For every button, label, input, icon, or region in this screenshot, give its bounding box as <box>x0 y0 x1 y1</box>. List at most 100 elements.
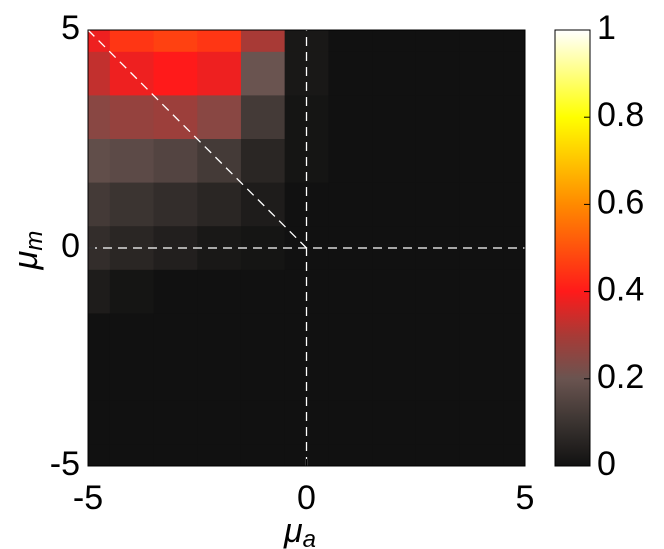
cell <box>197 51 242 96</box>
cell <box>153 182 198 227</box>
cell <box>88 357 111 402</box>
cell <box>503 139 525 184</box>
cell <box>284 444 329 466</box>
cell <box>88 51 111 96</box>
cell <box>153 444 198 466</box>
colorbar-tick-label: 0.6 <box>597 183 644 221</box>
cell <box>503 444 525 466</box>
cell <box>415 444 461 466</box>
cell <box>459 30 504 53</box>
cell <box>503 182 525 227</box>
cell <box>328 444 373 466</box>
cell <box>459 357 504 402</box>
cell <box>197 269 242 314</box>
cell <box>197 226 242 271</box>
y-tick-label: -5 <box>50 445 80 483</box>
cell <box>153 269 198 314</box>
cell <box>503 95 525 140</box>
cell <box>415 400 461 445</box>
cell <box>88 313 111 358</box>
cell <box>153 226 198 271</box>
cell <box>88 95 111 140</box>
colorbar-tick-label: 0.8 <box>597 96 644 134</box>
cell <box>240 313 286 358</box>
cell <box>503 269 525 314</box>
cell <box>328 95 373 140</box>
cell <box>88 182 111 227</box>
cell <box>372 400 417 445</box>
x-tick-label: -5 <box>73 479 103 517</box>
cell <box>328 51 373 96</box>
cell <box>88 444 111 466</box>
cell <box>503 357 525 402</box>
x-axis-label: μa <box>283 512 316 549</box>
cell <box>109 139 155 184</box>
cell <box>197 95 242 140</box>
colorbar-tick-label: 0.4 <box>597 271 644 309</box>
cell <box>459 139 504 184</box>
cell <box>88 226 111 271</box>
cell <box>240 51 286 96</box>
cell <box>328 400 373 445</box>
cell <box>372 30 417 53</box>
cell <box>372 313 417 358</box>
cell <box>503 51 525 96</box>
cell <box>415 95 461 140</box>
cell <box>415 182 461 227</box>
x-label-symbol: μ <box>283 512 303 549</box>
cell <box>503 313 525 358</box>
cell <box>240 30 286 53</box>
cell <box>415 139 461 184</box>
cell <box>153 400 198 445</box>
cell <box>415 51 461 96</box>
cell <box>197 182 242 227</box>
x-tick-label: 0 <box>297 479 316 517</box>
cell <box>415 357 461 402</box>
cell <box>328 30 373 53</box>
cell <box>284 357 329 402</box>
cell <box>284 400 329 445</box>
cell <box>328 182 373 227</box>
cell <box>153 51 198 96</box>
cell <box>372 182 417 227</box>
cell <box>328 357 373 402</box>
cell <box>109 95 155 140</box>
y-label-symbol: μ <box>7 250 45 270</box>
cell <box>459 269 504 314</box>
cell <box>109 400 155 445</box>
cell <box>459 444 504 466</box>
cell <box>240 357 286 402</box>
y-tick-label: 5 <box>61 9 80 47</box>
cell <box>328 313 373 358</box>
cell <box>503 30 525 53</box>
cell <box>459 51 504 96</box>
cell <box>153 357 198 402</box>
cell <box>88 269 111 314</box>
cell <box>109 30 155 53</box>
cell <box>240 95 286 140</box>
cell <box>328 269 373 314</box>
cell <box>153 139 198 184</box>
cell <box>503 400 525 445</box>
cell <box>197 313 242 358</box>
colorbar-tick-label: 0.2 <box>597 358 644 396</box>
cell <box>197 357 242 402</box>
cell <box>372 444 417 466</box>
colorbar-tick-label: 0 <box>597 445 616 483</box>
cell <box>109 269 155 314</box>
cell <box>240 139 286 184</box>
cell <box>240 226 286 271</box>
cell <box>109 182 155 227</box>
x-label-subscript: a <box>303 526 316 549</box>
cell <box>88 400 111 445</box>
cell <box>415 30 461 53</box>
cell <box>109 444 155 466</box>
x-tick-label: 5 <box>516 479 535 517</box>
cell <box>240 269 286 314</box>
colorbar-tick-label: 1 <box>597 9 616 47</box>
cell <box>240 400 286 445</box>
cell <box>372 357 417 402</box>
cell <box>197 30 242 53</box>
cell <box>415 269 461 314</box>
